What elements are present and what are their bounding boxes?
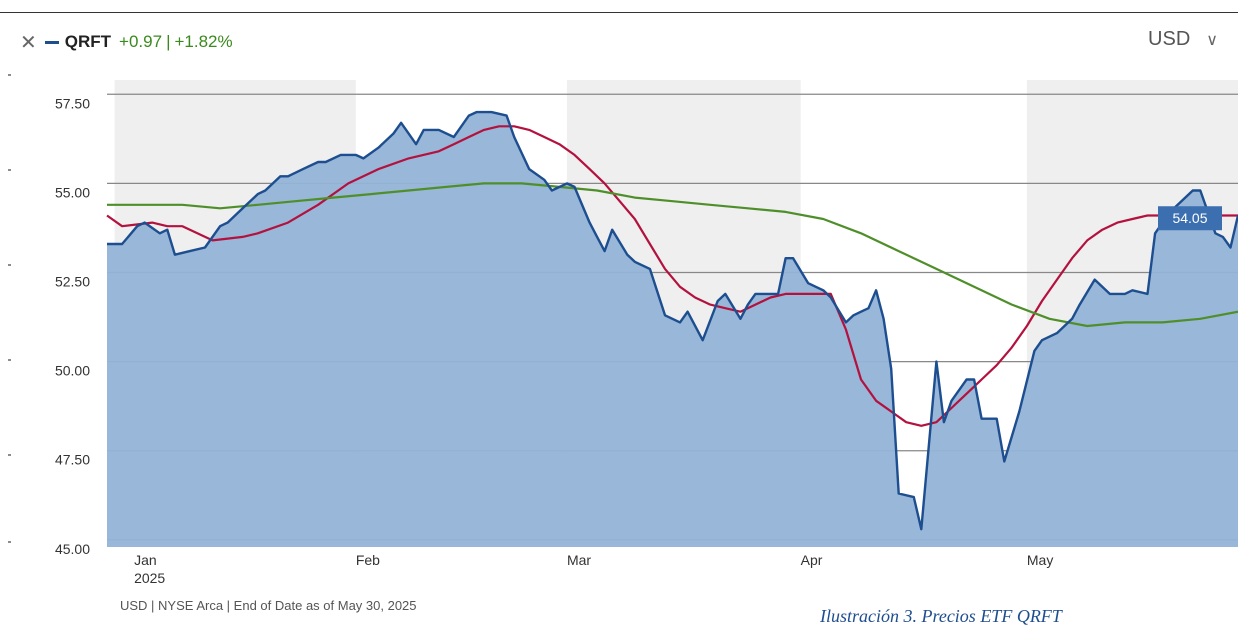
x-tick-sublabel-year: 2025 [134,570,165,586]
x-tick-label-jan: Jan [134,552,157,568]
change-separator: | [166,32,171,51]
top-rule [0,12,1238,13]
currency-selector[interactable]: USD ∨ [1148,28,1218,51]
chart-header: ✕ QRFT +0.97 | +1.82% [20,30,233,54]
last-value-badge [1158,206,1222,231]
change-pct: +1.82% [174,32,233,51]
x-tick-label-may: May [1027,552,1053,568]
x-tick-label-feb: Feb [356,552,380,568]
x-tick-label-mar: Mar [567,552,591,568]
close-icon[interactable]: ✕ [20,31,37,54]
last-value-label: 54.05 [1172,210,1207,226]
price-chart: 57.50 55.00 52.50 50.00 47.50 45.00 Jan 2025 Feb… [8,74,1238,586]
ticker-symbol: QRFT [64,32,112,51]
price-area [107,112,1238,547]
series-line-price [107,110,1238,531]
y-tick-label-0: 57.50 [55,95,90,111]
y-tick-label-5: 45.00 [55,541,90,557]
series-line-ma-long [107,182,1238,328]
currency-label: USD [1148,28,1191,50]
figure-caption: Ilustración 3. Precios ETF QRFT [820,606,1062,626]
series-line-ma-short [106,125,1238,427]
x-tick-label-apr: Apr [801,552,823,568]
y-tick-label-4: 47.50 [55,452,90,468]
y-tick-label-2: 52.50 [55,274,90,290]
y-tick-label-1: 55.00 [55,184,90,200]
series-swatch [44,40,59,44]
y-tick-label-3: 50.00 [55,363,90,379]
footer-source: USD | NYSE Arca | End of Date as of May … [120,598,417,613]
chevron-down-icon: ∨ [1206,31,1218,49]
change-abs: +0.97 [119,32,163,51]
